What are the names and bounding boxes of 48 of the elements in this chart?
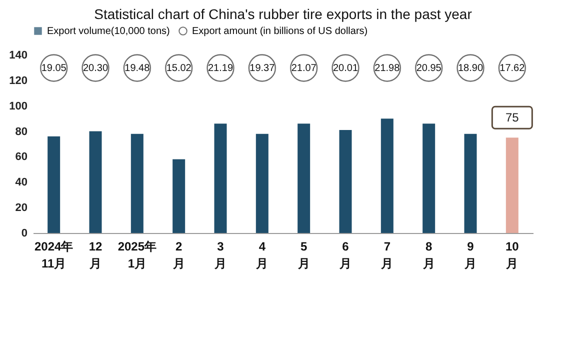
bar bbox=[172, 159, 186, 233]
y-tick-label: 60 bbox=[15, 151, 28, 164]
y-tick-label: 140 bbox=[9, 50, 28, 62]
annotation: 20.95 bbox=[416, 63, 442, 74]
x-tick-label: 3 月 bbox=[214, 240, 226, 270]
annotation: 17.62 bbox=[500, 63, 526, 74]
x-tick-label: 10 月 bbox=[505, 240, 520, 270]
x-tick-label: 6 月 bbox=[338, 240, 352, 270]
annotation: 15.02 bbox=[166, 63, 192, 74]
legend-label: Export volume(10,000 tons) bbox=[47, 26, 170, 37]
annotation: 21.19 bbox=[208, 63, 234, 74]
chart-title: Statistical chart of China's rubber tire exports in the past year bbox=[94, 6, 472, 22]
bar bbox=[339, 130, 352, 233]
annotation: 20.01 bbox=[332, 63, 358, 74]
bar bbox=[298, 124, 310, 233]
x-tick-label: 12 月 bbox=[88, 240, 102, 270]
y-tick-label: 40 bbox=[15, 176, 28, 189]
annotation: 18.90 bbox=[458, 63, 484, 74]
bar bbox=[256, 134, 268, 233]
annotation: 19.48 bbox=[124, 63, 150, 74]
bar bbox=[422, 124, 436, 233]
y-tick-label: 0 bbox=[21, 228, 28, 240]
annotation: 20.30 bbox=[82, 63, 108, 74]
bar bbox=[130, 134, 144, 233]
annotation: 21.07 bbox=[291, 63, 317, 74]
bar bbox=[380, 118, 394, 233]
x-tick-label: 8 月 bbox=[422, 240, 435, 270]
x-tick-label: 5 月 bbox=[296, 240, 310, 270]
x-tick-label: 4 月 bbox=[255, 240, 268, 270]
y-tick-label: 80 bbox=[15, 126, 28, 138]
x-tick-label: 9 月 bbox=[464, 240, 476, 270]
x-tick-label: 7 月 bbox=[380, 240, 394, 270]
data-label: 75 bbox=[505, 110, 520, 125]
y-tick-label: 100 bbox=[9, 100, 28, 112]
annotation: 21.98 bbox=[374, 63, 400, 74]
text: Export amount (in billions of US dollars) bbox=[192, 26, 368, 37]
bar bbox=[506, 138, 518, 233]
y-tick-label: 120 bbox=[9, 74, 28, 87]
x-tick-label: 2025年 1月 bbox=[118, 240, 157, 270]
bar bbox=[214, 124, 227, 233]
x-tick-label: 2 月 bbox=[172, 240, 185, 270]
bar bbox=[48, 136, 60, 233]
x-tick-label: 2024年 11月 bbox=[34, 240, 74, 270]
bar bbox=[89, 131, 102, 233]
y-tick-label: 20 bbox=[15, 202, 28, 214]
bar bbox=[464, 134, 477, 233]
annotation: 19.37 bbox=[250, 63, 276, 74]
annotation: 19.05 bbox=[41, 63, 67, 74]
